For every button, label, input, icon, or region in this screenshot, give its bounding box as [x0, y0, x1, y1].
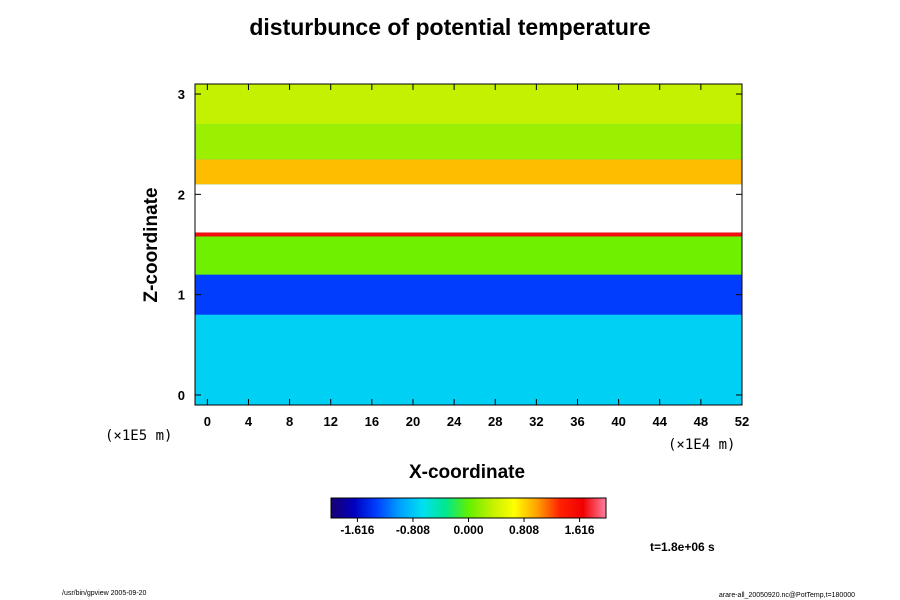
x-tick-label: 36 [570, 414, 584, 429]
field-band-0 [195, 314, 742, 395]
x-tick-label: 4 [245, 414, 253, 429]
field-band-5 [195, 159, 742, 185]
plot-frame [194, 83, 743, 406]
x-tick-label: 48 [694, 414, 708, 429]
colorbar-tick-label: 0.808 [509, 523, 539, 537]
y-tick-label: 1 [178, 288, 185, 303]
field-band-4 [195, 184, 742, 233]
field-band-1 [195, 274, 742, 315]
plot-area [194, 83, 743, 406]
x-tick-label: 40 [611, 414, 625, 429]
colorbar-tick-label: 1.616 [565, 523, 595, 537]
x-tick-label: 32 [529, 414, 543, 429]
x-tick-label: 8 [286, 414, 293, 429]
x-tick-label: 0 [204, 414, 211, 429]
x-tick-label: 28 [488, 414, 502, 429]
y-tick-label: 2 [178, 187, 185, 202]
colorbar-tick-label: -1.616 [340, 523, 374, 537]
footer-left: /usr/bin/gpview 2005-09-20 [62, 590, 147, 597]
x-tick-label: 44 [653, 414, 668, 429]
colorbar-tick-label: 0.000 [453, 523, 483, 537]
y-scale-note: (×1E5 m) [105, 428, 172, 444]
x-tick-label: 12 [323, 414, 337, 429]
chart-title: disturbunce of potential temperature [249, 14, 651, 40]
field-band-7 [195, 84, 742, 125]
x-tick-label: 16 [365, 414, 379, 429]
colorbar: -1.616 -0.808 0.000 0.808 1.616 [330, 497, 607, 537]
field-band-3 [195, 232, 742, 237]
y-tick-label: 0 [178, 388, 185, 403]
x-scale-note: (×1E4 m) [668, 437, 735, 453]
x-tick-label: 52 [735, 414, 749, 429]
y-tick-label: 3 [178, 87, 185, 102]
field-band-6 [195, 124, 742, 160]
x-tick-label: 20 [406, 414, 420, 429]
colorbar-bar [330, 497, 607, 519]
y-axis-title: Z-coordinate [141, 187, 162, 302]
x-tick-label: 24 [447, 414, 462, 429]
footer-right: arare-all_20050920.nc@PotTemp,t=180000 [719, 592, 855, 599]
time-label: t=1.8e+06 s [650, 540, 715, 554]
field-band-2 [195, 236, 742, 275]
x-axis-title: X-coordinate [409, 462, 525, 483]
colorbar-tick-label: -0.808 [396, 523, 430, 537]
